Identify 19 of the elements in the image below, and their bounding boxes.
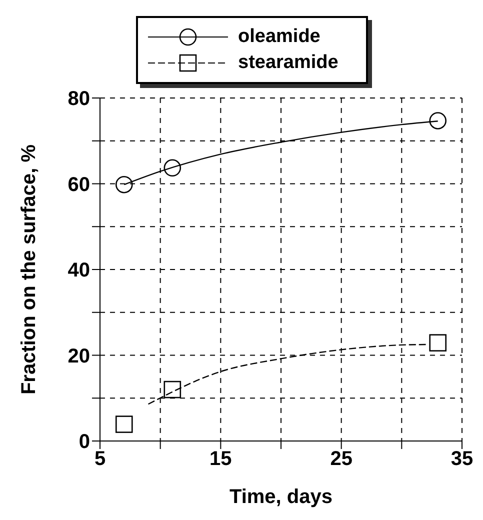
y-tick-label: 40	[68, 260, 90, 282]
x-tick-label: 15	[210, 448, 232, 470]
legend-label: stearamide	[238, 52, 338, 74]
point	[115, 416, 133, 433]
point	[429, 334, 447, 352]
x-tick-label: 5	[94, 448, 106, 470]
y-tick-label: 0	[78, 431, 90, 454]
x-tick-label: 25	[330, 448, 352, 470]
y-tick-label: 80	[68, 88, 90, 110]
x-axis-title: Time, days	[229, 486, 333, 508]
point	[429, 112, 447, 130]
point	[115, 176, 133, 194]
y-tick-label: 20	[68, 345, 90, 368]
y-tick-label: 60	[68, 174, 90, 196]
point	[164, 159, 182, 177]
x-tick-label: 35	[450, 448, 474, 470]
point	[164, 380, 182, 398]
y-axis-title: Fraction on the surface, %	[18, 144, 40, 395]
legend-label: oleamide	[238, 26, 320, 48]
